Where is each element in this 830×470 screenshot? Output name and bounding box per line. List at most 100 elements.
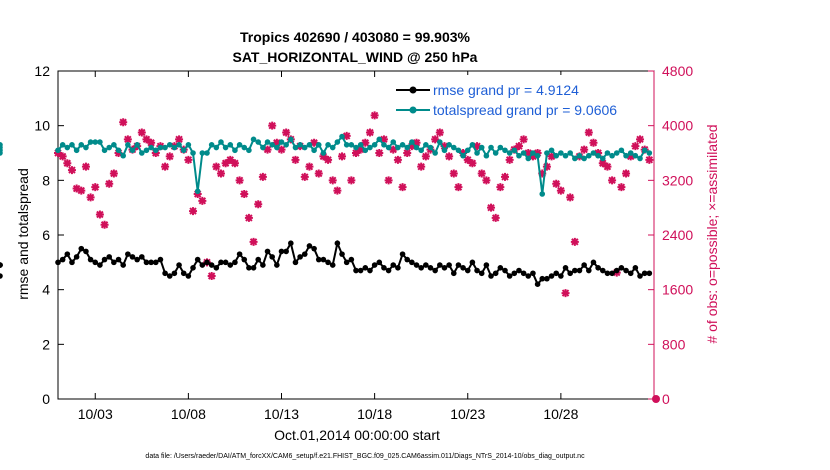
rmse-point — [441, 265, 448, 271]
totalspread-point — [236, 142, 243, 148]
rmse-point — [288, 240, 294, 246]
obs-assimilated-marker — [175, 135, 184, 144]
totalspread-point — [576, 152, 583, 159]
obs-assimilated-marker — [398, 183, 407, 192]
rmse-point — [166, 273, 173, 279]
rmse-point — [87, 256, 94, 263]
obs-assimilated-marker — [440, 142, 449, 151]
totalspread-point — [441, 147, 448, 154]
obs-assimilated-marker — [491, 213, 500, 222]
obs-assimilated-marker — [379, 135, 388, 144]
obs-assimilated-marker — [58, 152, 67, 161]
totalspread-point — [595, 152, 601, 159]
rmse-point — [404, 256, 411, 263]
totalspread-point — [627, 150, 634, 156]
obs-assimilated-marker — [305, 162, 314, 171]
obs-assimilated-marker — [417, 162, 426, 171]
obs-assimilated-marker — [370, 111, 379, 120]
totalspread-point — [92, 139, 99, 145]
obs-assimilated-marker — [105, 179, 114, 188]
rmse-point — [427, 265, 434, 271]
totalspread-point — [460, 152, 466, 159]
obs-assimilated-marker — [91, 183, 100, 192]
rmse-point — [627, 270, 634, 277]
obs-assimilated-marker — [626, 152, 635, 161]
totalspread-point — [213, 144, 220, 151]
obs-assimilated-marker — [142, 135, 151, 144]
totalspread-point — [129, 147, 136, 154]
rmse-point — [246, 265, 252, 271]
obs-assimilated-marker — [333, 186, 342, 195]
totalspread-point — [301, 144, 308, 151]
legend-frame — [393, 75, 651, 121]
rmse-point — [595, 265, 601, 271]
rmse-point — [101, 256, 108, 263]
rmse-point — [353, 267, 359, 274]
rmse-point — [618, 265, 625, 271]
rmse-point — [204, 259, 210, 266]
obs-assimilated-marker — [161, 162, 170, 171]
totalspread-point — [334, 139, 341, 145]
totalspread-point — [152, 147, 159, 154]
obs-assimilated-marker — [608, 176, 617, 185]
rmse-point — [357, 267, 364, 274]
rmse-point — [534, 281, 541, 288]
legend-spread-label: totalspread grand pr = 9.0606 — [433, 102, 617, 118]
rmse-point — [502, 267, 508, 274]
obs-assimilated-marker — [356, 145, 365, 154]
totalspread-point — [320, 150, 327, 156]
rmse-point — [581, 262, 587, 268]
totalspread-point — [329, 144, 336, 151]
obs-assimilated-marker — [324, 155, 333, 164]
y-left-tick-label: 12 — [34, 63, 50, 79]
rmse-point — [278, 248, 285, 255]
legend: rmse grand pr = 4.9124 totalspread grand… — [393, 75, 651, 121]
totalspread-point — [446, 142, 452, 148]
rmse-point — [325, 259, 331, 266]
totalspread-point — [194, 188, 201, 195]
rmse-point — [516, 267, 522, 274]
obs-assimilated-marker — [519, 135, 528, 144]
rmse-point — [539, 275, 546, 282]
obs-assimilated-marker — [123, 135, 132, 144]
rmse-point — [586, 267, 592, 274]
rmse-point — [329, 262, 336, 268]
rmse-point — [572, 267, 578, 274]
y-right-tick-label: 1600 — [662, 282, 693, 298]
rmse-point — [488, 273, 494, 279]
rmse-point — [623, 267, 629, 274]
y-right-tick-label: 4000 — [662, 118, 693, 134]
rmse-point — [55, 259, 61, 266]
totalspread-point — [534, 152, 541, 159]
obs-assimilated-marker — [435, 128, 444, 137]
rmse-point — [264, 248, 271, 255]
totalspread-point — [432, 150, 438, 156]
obs-assimilated-marker — [603, 162, 612, 171]
y-right-tick-label: 800 — [662, 336, 686, 352]
rmse-point — [478, 270, 485, 277]
obs-assimilated-marker — [589, 138, 598, 147]
rmse-point — [115, 256, 122, 263]
obs-assimilated-marker — [556, 186, 565, 195]
rmse-point — [418, 265, 424, 271]
rmse-point — [562, 265, 569, 271]
totalspread-point — [548, 147, 555, 154]
totalspread-point — [241, 144, 248, 151]
obs-assimilated-marker — [352, 149, 360, 157]
obs-assimilated-marker — [81, 162, 90, 171]
plot-area: 10/03 10/08 10/13 10/18 10/23 10/28 0 2 4 6 8 10 12 0… — [0, 63, 693, 422]
totalspread-point — [646, 150, 653, 156]
obs-assimilated-marker — [67, 166, 76, 175]
rmse-point — [599, 267, 606, 274]
totalspread-point — [404, 144, 411, 151]
totalspread-point — [325, 142, 331, 148]
y-left-tick-label: 8 — [42, 172, 50, 188]
obs-assimilated-marker — [636, 135, 645, 144]
obs-assimilated-marker — [584, 128, 593, 137]
rmse-point — [576, 267, 583, 274]
totalspread-point — [134, 142, 140, 148]
obs-assimilated-marker — [454, 183, 463, 192]
y-right-tick-label: 4800 — [662, 63, 693, 79]
chart-title-line1: Tropics 402690 / 403080 = 99.903% — [240, 29, 471, 45]
